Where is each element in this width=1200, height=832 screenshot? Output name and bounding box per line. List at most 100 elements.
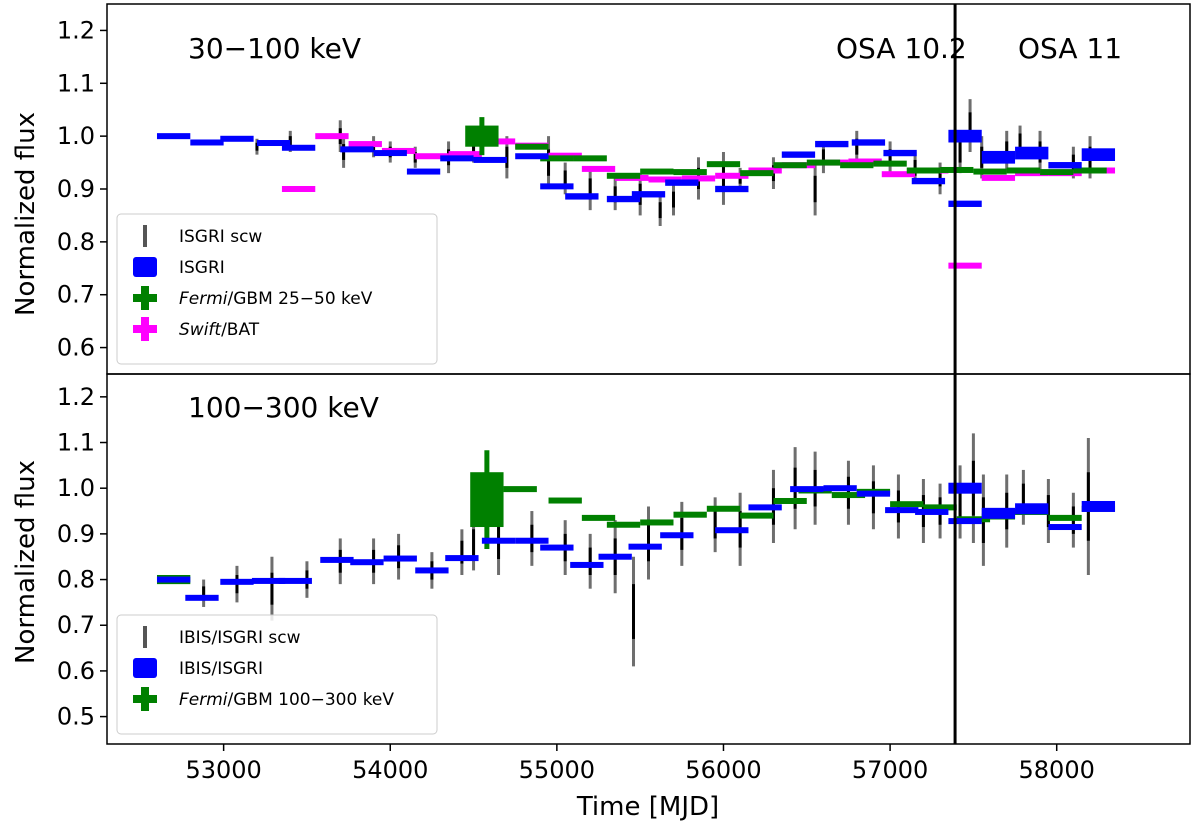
- fermi-gbm-marker: [640, 519, 674, 526]
- legend-label: Fermi/GBM 25−50 keV: [179, 289, 373, 309]
- legend-top: ISGRI scw ISGRI Fermi/GBM 25−50 keV Swift/B…: [116, 213, 438, 365]
- fermi-gbm-marker: [548, 497, 582, 504]
- fermi-gbm-marker: [906, 167, 941, 174]
- fermi-gbm-marker: [1006, 167, 1041, 174]
- x-tick-label: 58000: [1019, 756, 1095, 784]
- isgri-marker: [631, 191, 666, 198]
- panel-title-top: 30−100 keV: [188, 32, 361, 65]
- fermi-gbm-marker: [1048, 514, 1082, 521]
- isgri-marker: [948, 200, 982, 207]
- fermi-gbm-marker: [890, 501, 924, 508]
- isgri-marker: [883, 149, 917, 157]
- fermi-gbm-marker: [923, 504, 957, 511]
- swift-bat-marker: [281, 186, 316, 192]
- y-tick-label: 0.7: [57, 611, 95, 639]
- isgri-marker: [981, 507, 1016, 519]
- isgri-marker: [515, 537, 549, 544]
- isgri-marker: [540, 183, 574, 190]
- isgri-marker: [715, 527, 749, 534]
- fermi-gbm-marker: [940, 166, 974, 173]
- fermi-gbm-marker: [740, 512, 774, 519]
- fermi-gbm-marker: [806, 159, 841, 166]
- isgri-marker: [473, 156, 507, 163]
- isgri-marker: [665, 179, 699, 186]
- swift-bat-marker: [848, 158, 882, 165]
- fermi-gbm-marker: [503, 486, 537, 493]
- y-tick-label: 0.9: [57, 520, 95, 548]
- isgri-marker: [1081, 500, 1116, 512]
- isgri-marker: [415, 567, 449, 574]
- isgri-marker: [1048, 162, 1082, 169]
- isgri-marker: [1015, 503, 1049, 515]
- isgri-marker: [220, 135, 254, 142]
- fermi-gbm-marker: [581, 514, 616, 521]
- y-ticks-bottom: 0.5 0.6 0.7 0.8 0.9 1.0 1.1 1.2: [57, 383, 107, 731]
- y-tick-label: 0.8: [57, 228, 95, 256]
- isgri-marker: [856, 490, 891, 497]
- isgri-marker: [981, 150, 1016, 164]
- y-ticks-top: 0.6 0.7 0.8 0.9 1.0 1.1 1.2: [57, 16, 107, 362]
- isgri-marker: [815, 140, 849, 148]
- fermi-gbm-marker: [640, 168, 674, 175]
- isgri-marker: [1081, 148, 1116, 161]
- legend-box: [116, 614, 438, 735]
- y-tick-label: 0.7: [57, 281, 95, 309]
- legend-label: Swift/BAT: [179, 320, 260, 340]
- legend-label: Fermi/GBM 100−300 keV: [179, 690, 394, 710]
- x-tick-label: 57000: [852, 756, 928, 784]
- isgri-marker: [320, 556, 354, 563]
- panel-30-100kev: 30−100 keV Normalized flux 0.6 0.7 0.8 0.9 1…: [11, 16, 1116, 365]
- fermi-gbm-marker: [1040, 169, 1074, 176]
- legend-swatch-isgri: [133, 658, 157, 678]
- fermi-gbm-marker: [706, 505, 741, 512]
- legend-label: IBIS/ISGRI scw: [179, 628, 301, 648]
- annotation-osa-10-2: OSA 10.2: [836, 32, 967, 65]
- isgri-marker: [281, 144, 316, 151]
- isgri-marker: [598, 553, 632, 560]
- isgri-marker: [748, 504, 782, 511]
- fermi-gbm-marker: [1073, 167, 1107, 174]
- isgri-marker: [350, 559, 384, 566]
- fermi-gbm-marker: [606, 172, 641, 179]
- isgri-marker: [156, 576, 191, 583]
- isgri-marker: [885, 507, 919, 514]
- swift-bat-marker: [581, 165, 616, 172]
- swift-bat-marker: [315, 133, 349, 140]
- isgri-marker: [278, 577, 312, 584]
- swift-bat-marker: [948, 262, 982, 269]
- isgri-marker: [948, 129, 982, 143]
- isgri-marker: [340, 146, 374, 153]
- bottom-series-layer: [156, 433, 1116, 667]
- y-tick-label: 1.1: [57, 69, 95, 97]
- legend-bottom: IBIS/ISGRI scw IBIS/ISGRI Fermi/GBM 100−30…: [116, 614, 438, 735]
- panel-100-300kev: 100−300 keV Normalized flux 0.5 0.6 0.7 0.8…: [11, 383, 1116, 735]
- swift-bat-marker: [648, 176, 682, 183]
- y-axis-label-bottom: Normalized flux: [11, 460, 41, 664]
- y-tick-label: 1.0: [57, 474, 95, 502]
- fermi-gbm-marker: [973, 168, 1007, 175]
- x-axis-label: Time [MJD]: [576, 792, 719, 822]
- isgri-marker: [406, 168, 441, 175]
- isgri-marker: [948, 518, 982, 525]
- y-tick-label: 0.8: [57, 566, 95, 594]
- isgri-marker: [481, 537, 516, 544]
- swift-bat-marker: [348, 141, 382, 148]
- y-axis-label-top: Normalized flux: [11, 112, 41, 316]
- y-tick-label: 0.6: [57, 334, 95, 362]
- fermi-gbm-marker: [740, 170, 774, 177]
- fermi-gbm-marker: [831, 492, 866, 499]
- isgri-marker: [911, 177, 946, 185]
- isgri-marker: [1048, 524, 1082, 531]
- swift-bat-marker: [715, 172, 749, 179]
- fermi-gbm-marker: [706, 161, 741, 168]
- isgri-marker: [781, 151, 816, 158]
- y-tick-label: 0.6: [57, 657, 95, 685]
- isgri-marker: [185, 594, 219, 601]
- isgri-marker: [445, 555, 479, 562]
- legend-swatch-isgri: [133, 257, 157, 277]
- panel-title-bottom: 100−300 keV: [188, 391, 379, 424]
- isgri-marker: [628, 543, 662, 550]
- y-tick-label: 1.2: [57, 383, 95, 411]
- isgri-marker: [565, 193, 599, 200]
